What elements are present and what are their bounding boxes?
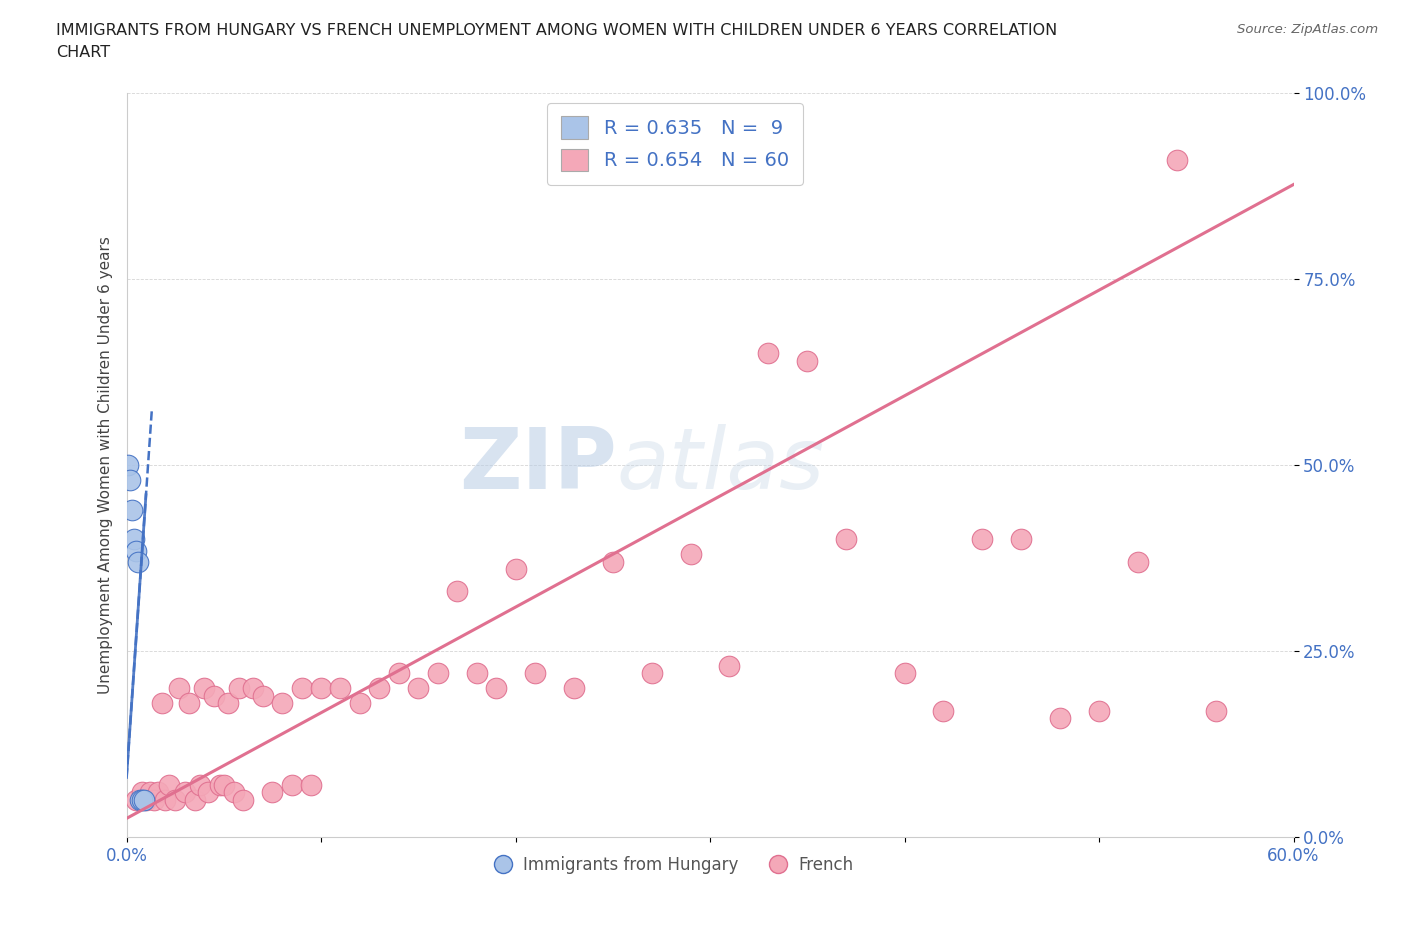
Point [155, 792, 177, 807]
Point [679, 547, 702, 562]
Point [167, 681, 190, 696]
Point [408, 681, 430, 696]
Point [131, 785, 153, 800]
Text: ZIP: ZIP [458, 423, 617, 507]
Point [426, 666, 449, 681]
Point [309, 681, 332, 696]
Point [190, 777, 212, 792]
Point [446, 584, 468, 599]
Point [135, 792, 157, 807]
Point [505, 562, 527, 577]
Point [217, 696, 239, 711]
Point [756, 346, 779, 361]
Text: IMMIGRANTS FROM HUNGARY VS FRENCH UNEMPLOYMENT AMONG WOMEN WITH CHILDREN UNDER 6: IMMIGRANTS FROM HUNGARY VS FRENCH UNEMPL… [56, 23, 1057, 38]
Point [835, 532, 858, 547]
Point [1126, 554, 1149, 569]
Point [117, 458, 139, 472]
Point [242, 681, 264, 696]
Point [197, 785, 219, 800]
Point [132, 792, 155, 807]
Point [222, 785, 245, 800]
Point [228, 681, 250, 696]
Point [388, 666, 411, 681]
Point [932, 703, 955, 718]
Legend: Immigrants from Hungary, French: Immigrants from Hungary, French [489, 849, 860, 881]
Text: Source: ZipAtlas.com: Source: ZipAtlas.com [1237, 23, 1378, 36]
Point [127, 554, 149, 569]
Point [523, 666, 546, 681]
Point [129, 792, 152, 807]
Point [1088, 703, 1111, 718]
Point [146, 785, 169, 800]
Text: atlas: atlas [617, 423, 825, 507]
Point [139, 785, 162, 800]
Point [1049, 711, 1071, 725]
Point [562, 681, 585, 696]
Point [177, 696, 200, 711]
Point [796, 353, 818, 368]
Point [208, 777, 231, 792]
Point [174, 785, 197, 800]
Point [271, 696, 294, 711]
Point [329, 681, 352, 696]
Point [281, 777, 304, 792]
Point [125, 543, 148, 558]
Point [262, 785, 284, 800]
Point [212, 777, 235, 792]
Point [641, 666, 664, 681]
Point [125, 792, 148, 807]
Point [124, 532, 146, 547]
Point [1205, 703, 1227, 718]
Point [349, 696, 371, 711]
Point [972, 532, 994, 547]
Point [131, 792, 153, 807]
Text: CHART: CHART [56, 45, 110, 60]
Point [165, 792, 187, 807]
Point [252, 688, 274, 703]
Point [299, 777, 322, 792]
Point [142, 792, 165, 807]
Point [290, 681, 312, 696]
Point [1166, 153, 1188, 167]
Point [193, 681, 215, 696]
Point [485, 681, 508, 696]
Point [465, 666, 488, 681]
Point [893, 666, 915, 681]
Point [232, 792, 254, 807]
Point [120, 472, 142, 487]
Point [121, 502, 143, 517]
Point [368, 681, 391, 696]
Point [150, 696, 173, 711]
Point [602, 554, 624, 569]
Point [718, 658, 741, 673]
Point [1010, 532, 1032, 547]
Point [183, 792, 205, 807]
Y-axis label: Unemployment Among Women with Children Under 6 years: Unemployment Among Women with Children U… [97, 236, 112, 694]
Point [202, 688, 225, 703]
Point [157, 777, 180, 792]
